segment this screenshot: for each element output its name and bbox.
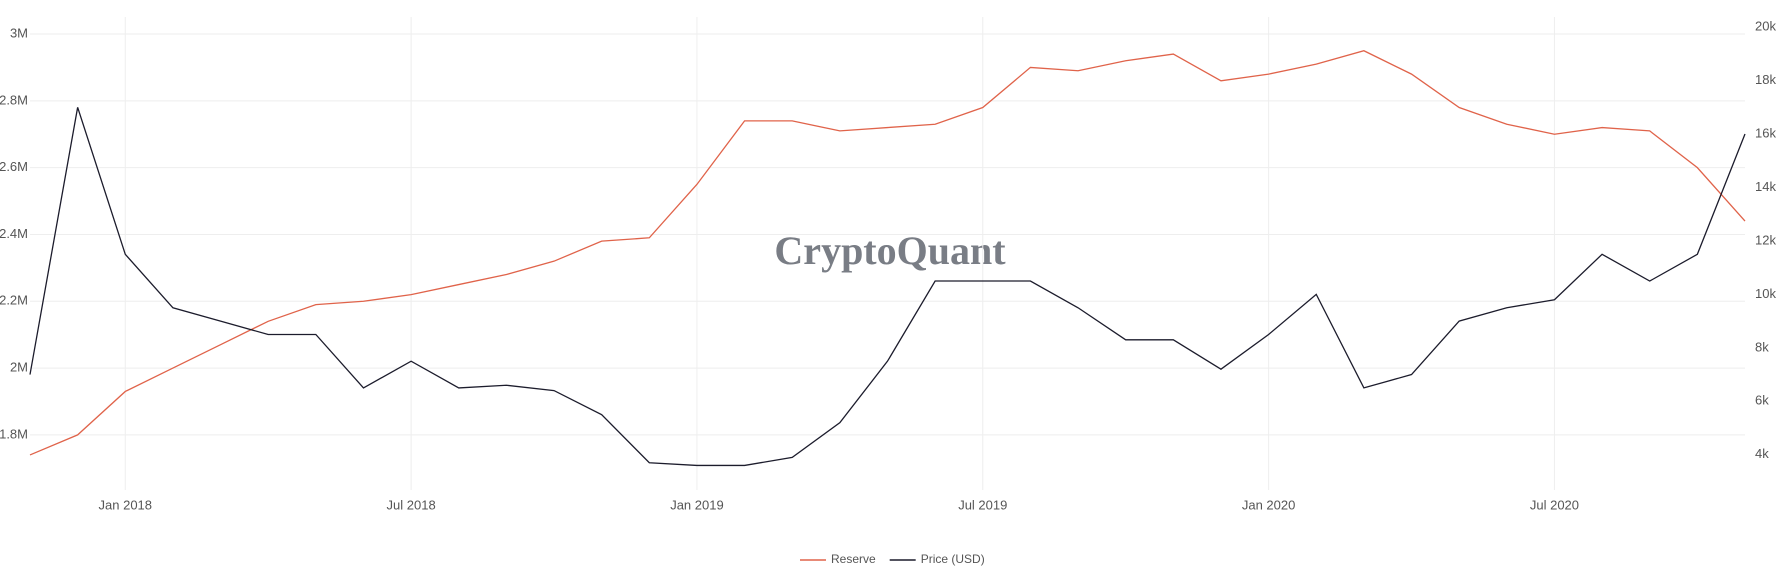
y-tick-label: 1.8M (0, 426, 28, 441)
y-tick-label: 2.2M (0, 293, 28, 308)
y-tick-label: 3M (10, 25, 28, 40)
y2-tick-label: 20k (1755, 19, 1776, 34)
series-line (29, 107, 1746, 467)
x-tick-label: Jan 2019 (670, 497, 724, 512)
x-tick-label: Jan 2018 (99, 497, 153, 512)
y2-tick-label: 16k (1755, 125, 1776, 140)
watermark: CryptoQuant (774, 228, 1006, 273)
y-tick-label: 2.8M (0, 92, 28, 107)
x-tick-label: Jan 2020 (1242, 497, 1296, 512)
y2-tick-label: 4k (1755, 446, 1769, 461)
y2-tick-label: 14k (1755, 179, 1776, 194)
x-tick-label: Jul 2018 (387, 497, 436, 512)
y-tick-label: 2M (10, 360, 28, 375)
y2-tick-label: 10k (1755, 286, 1776, 301)
y-tick-label: 2.6M (0, 159, 28, 174)
y2-tick-label: 8k (1755, 339, 1769, 354)
y2-tick-label: 12k (1755, 232, 1776, 247)
legend-label: Price (USD) (921, 552, 985, 566)
series-line (29, 50, 1746, 456)
legend-label: Reserve (831, 552, 876, 566)
y2-tick-label: 18k (1755, 72, 1776, 87)
y-tick-label: 2.4M (0, 226, 28, 241)
x-tick-label: Jul 2020 (1530, 497, 1579, 512)
x-tick-label: Jul 2019 (958, 497, 1007, 512)
y2-tick-label: 6k (1755, 393, 1769, 408)
